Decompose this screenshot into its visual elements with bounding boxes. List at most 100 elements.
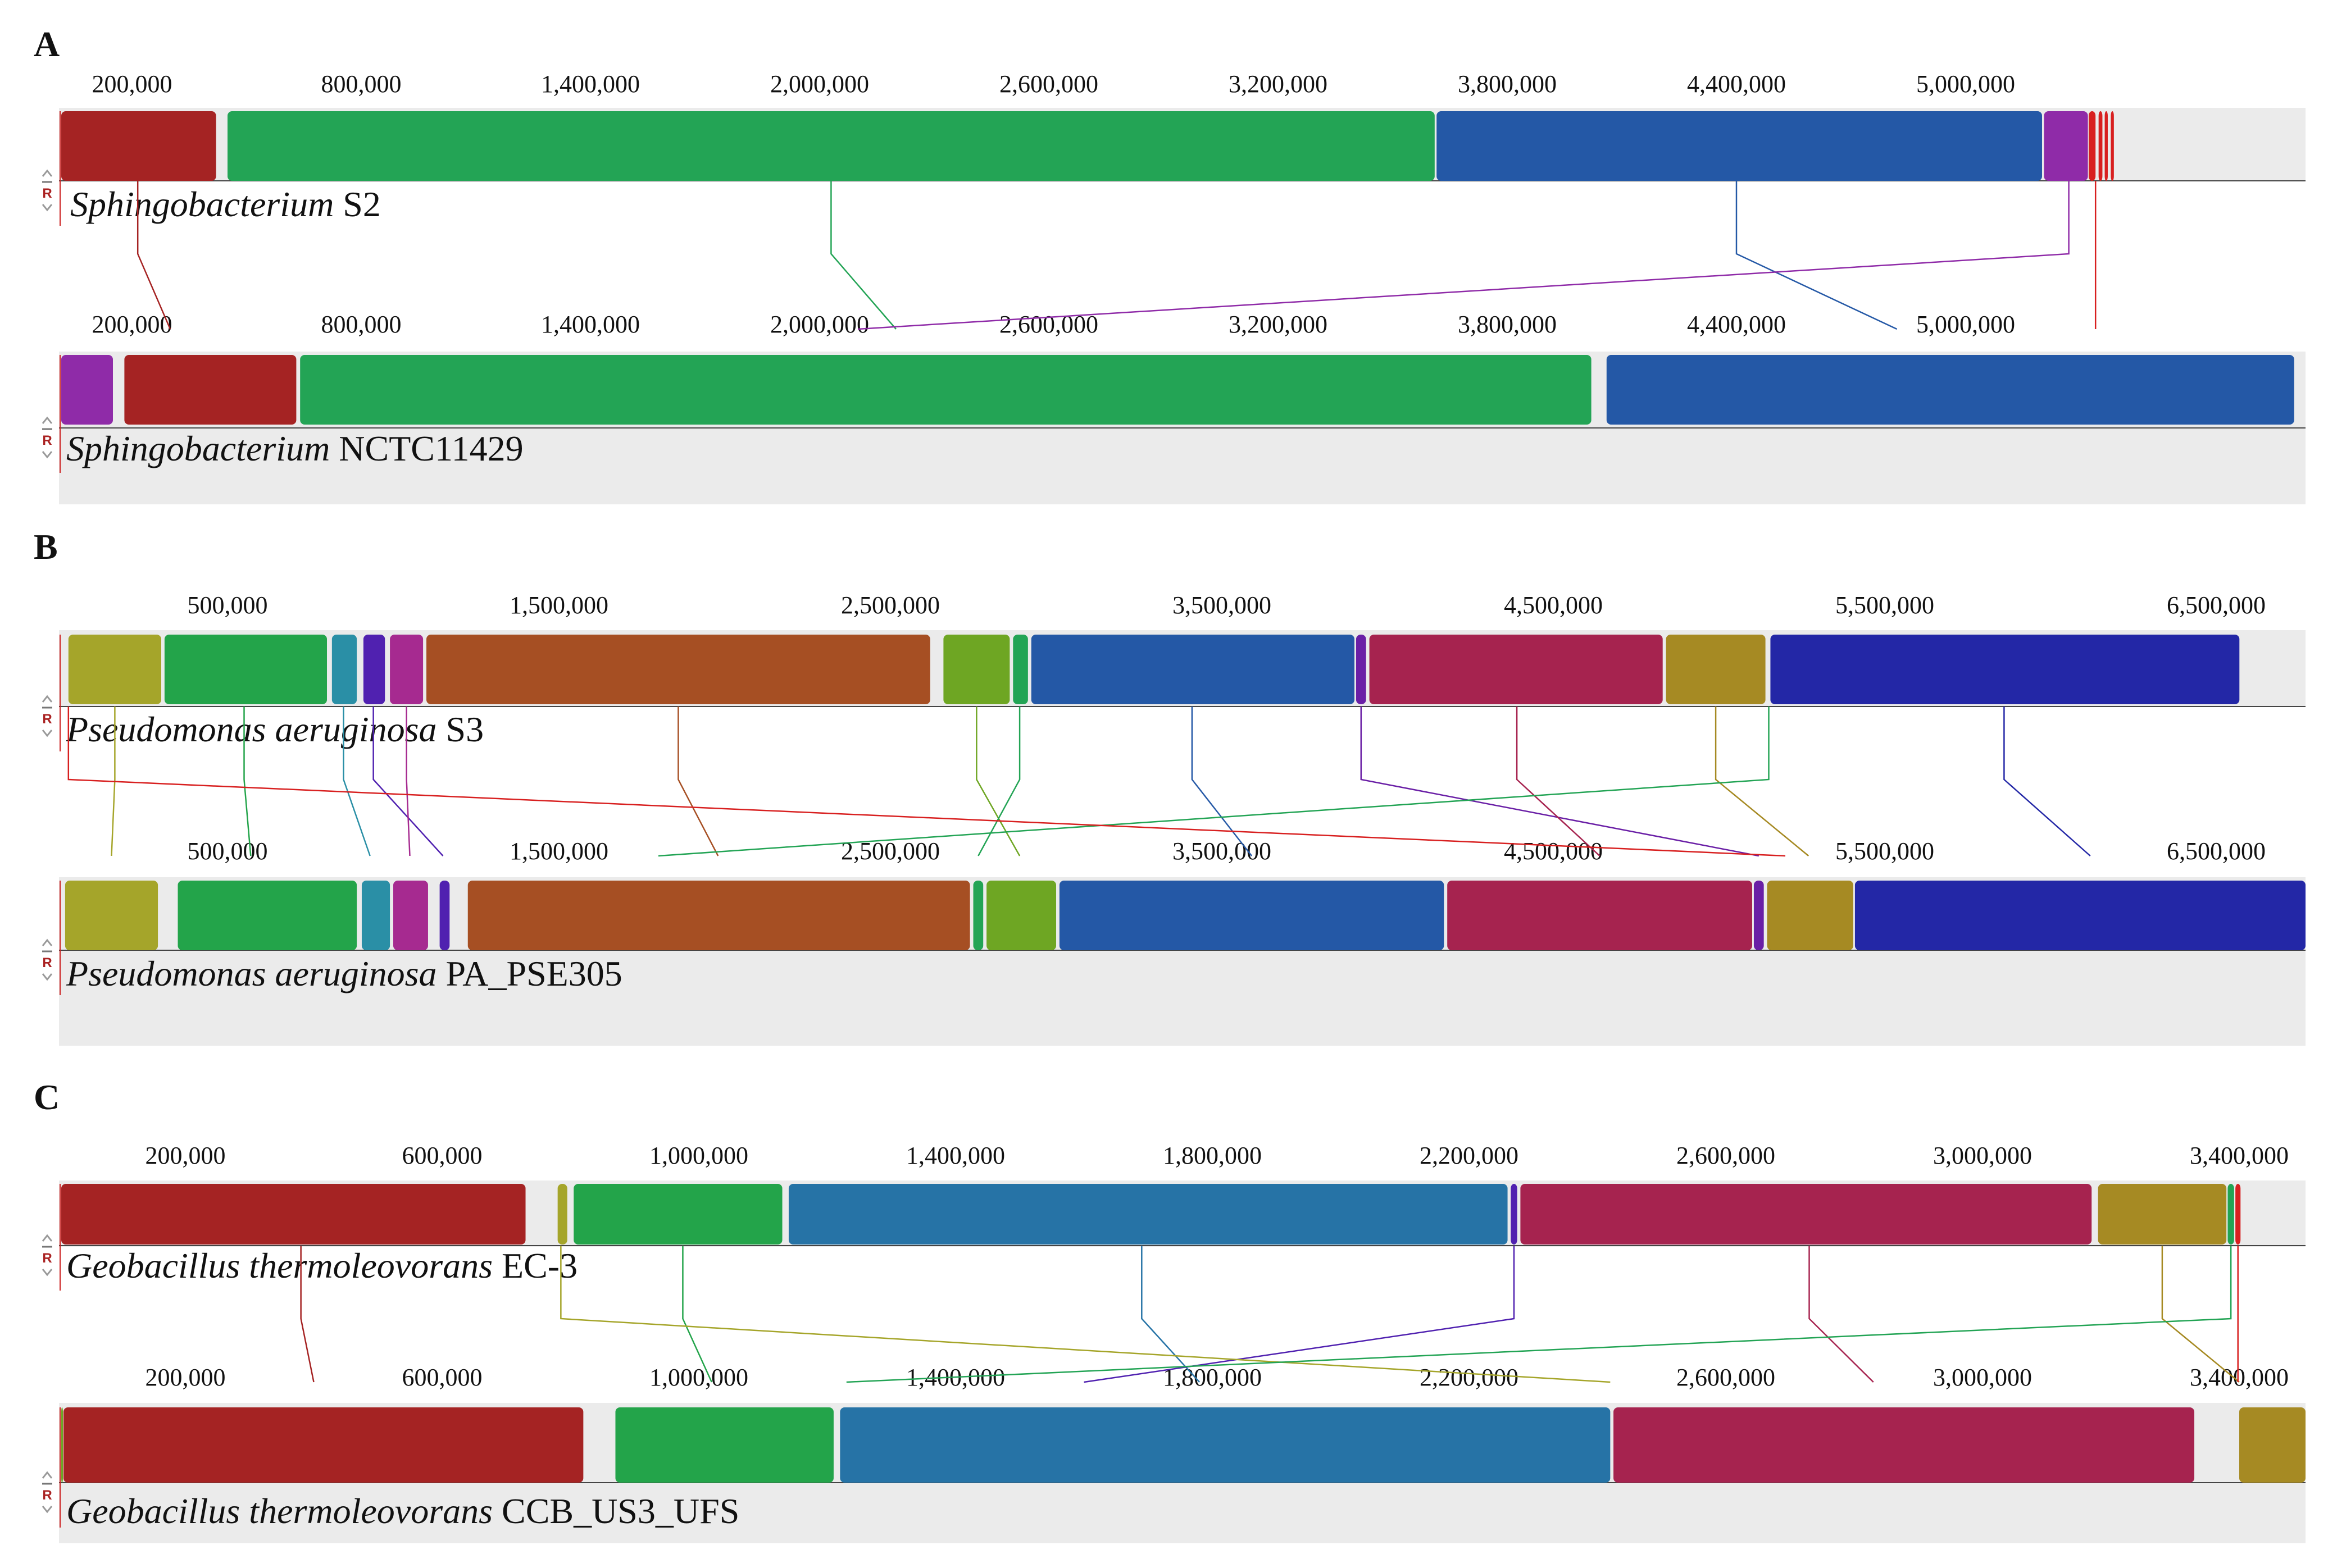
lcb-block[interactable]	[557, 1184, 567, 1245]
lcb-block[interactable]	[361, 881, 390, 950]
lcb-block[interactable]	[164, 635, 327, 704]
lcb-block[interactable]	[124, 355, 297, 425]
lcb-block[interactable]	[390, 635, 424, 704]
genome-label: Pseudomonas aeruginosa PA_PSE305	[66, 954, 622, 993]
lcb-block[interactable]	[1511, 1184, 1517, 1245]
genome-label: Geobacillus thermoleovorans EC-3	[66, 1246, 578, 1286]
scroll-up-icon[interactable]	[42, 1471, 53, 1479]
lcb-block[interactable]	[1013, 635, 1028, 704]
genome-track: 200,000 600,000 1,000,000 1,400,000 1,800,00…	[42, 1142, 2306, 1291]
homology-link	[2161, 1246, 2240, 1383]
lcb-block[interactable]	[1520, 1184, 2092, 1245]
lcb-block[interactable]	[1767, 881, 1853, 950]
lcb-block[interactable]	[1059, 881, 1444, 950]
homology-links	[137, 181, 2097, 330]
tick-label: 5,000,000	[1916, 311, 2015, 338]
homology-link	[1141, 1246, 1201, 1383]
tick-label: 4,500,000	[1504, 837, 1603, 865]
tick-label: 5,000,000	[1916, 70, 2015, 98]
lcb-block[interactable]	[986, 881, 1056, 950]
lcb-block[interactable]	[615, 1407, 834, 1483]
lcb-block[interactable]	[1031, 635, 1354, 704]
scroll-up-icon[interactable]	[42, 1234, 53, 1242]
reference-toggle-icon[interactable]: R	[42, 433, 52, 448]
lcb-block[interactable]	[393, 881, 428, 950]
scroll-down-icon[interactable]	[42, 730, 53, 737]
panel-b: B 500,000 1,500,000 2,500,000 3,500,000 4,500…	[34, 527, 2306, 1046]
lcb-block[interactable]	[63, 1407, 584, 1483]
tick-label: 1,000,000	[649, 1364, 748, 1391]
lcb-block[interactable]	[2098, 1184, 2227, 1245]
genome-label: Sphingobacterium NCTC11429	[66, 429, 524, 468]
lcb-block[interactable]	[61, 1407, 63, 1483]
homology-link	[111, 706, 116, 856]
scroll-down-icon[interactable]	[42, 204, 53, 212]
lcb-block[interactable]	[426, 635, 930, 704]
tick-label: 1,800,000	[1163, 1142, 1262, 1169]
scroll-down-icon[interactable]	[42, 1506, 53, 1514]
species-name: Pseudomonas aeruginosa	[66, 709, 437, 749]
lcb-block[interactable]	[2044, 111, 2088, 181]
lcb-block[interactable]	[61, 1184, 526, 1245]
tick-label: 3,800,000	[1458, 70, 1557, 98]
lcb-block[interactable]	[574, 1184, 783, 1245]
scroll-up-icon[interactable]	[42, 169, 53, 177]
reference-toggle-icon[interactable]: R	[42, 186, 52, 201]
lcb-block[interactable]	[363, 635, 385, 704]
homology-link	[1715, 706, 1809, 856]
scroll-up-icon[interactable]	[42, 695, 53, 703]
genome-label: Geobacillus thermoleovorans CCB_US3_UFS	[66, 1491, 739, 1531]
tick-label: 2,600,000	[1676, 1364, 1775, 1391]
lcb-block[interactable]	[61, 111, 216, 181]
lcb-block[interactable]	[68, 635, 161, 704]
lcb-block[interactable]	[2227, 1184, 2234, 1245]
lcb-block[interactable]	[1666, 635, 1766, 704]
lcb-block[interactable]	[1770, 635, 2240, 704]
strain-name: NCTC11429	[330, 429, 523, 468]
lcb-block[interactable]	[2098, 111, 2103, 181]
lcb-block[interactable]	[1753, 881, 1764, 950]
lcb-block[interactable]	[1613, 1407, 2195, 1483]
scroll-down-icon[interactable]	[42, 451, 53, 459]
scroll-up-icon[interactable]	[42, 416, 53, 424]
lcb-block[interactable]	[1436, 111, 2042, 181]
lcb-block[interactable]	[178, 881, 357, 950]
lcb-block[interactable]	[2088, 111, 2096, 181]
lcb-block[interactable]	[1606, 355, 2294, 425]
reference-toggle-icon[interactable]: R	[42, 712, 52, 727]
lcb-block[interactable]	[788, 1184, 1508, 1245]
lcb-block[interactable]	[467, 881, 970, 950]
species-name: Sphingobacterium	[70, 184, 334, 224]
lcb-block[interactable]	[61, 355, 113, 425]
lcb-block[interactable]	[943, 635, 1010, 704]
reference-toggle-icon[interactable]: R	[42, 1488, 52, 1503]
lcb-block[interactable]	[2104, 111, 2108, 181]
lcb-block[interactable]	[1447, 881, 1752, 950]
lcb-block[interactable]	[840, 1407, 1611, 1483]
lcb-block[interactable]	[2239, 1407, 2306, 1483]
lcb-block[interactable]	[228, 111, 1435, 181]
homology-link	[1191, 706, 1253, 856]
homology-links	[300, 1246, 2240, 1383]
reference-toggle-icon[interactable]: R	[42, 1251, 52, 1266]
scroll-down-icon[interactable]	[42, 1269, 53, 1277]
reference-toggle-icon[interactable]: R	[42, 955, 52, 970]
panel-letter: C	[34, 1077, 60, 1117]
tick-label: 2,500,000	[841, 837, 940, 865]
lcb-block[interactable]	[2111, 111, 2114, 181]
lcb-block[interactable]	[300, 355, 1592, 425]
lcb-block[interactable]	[973, 881, 984, 950]
lcb-block[interactable]	[1356, 635, 1366, 704]
scroll-down-icon[interactable]	[42, 973, 53, 981]
lcb-block[interactable]	[1369, 635, 1663, 704]
homology-link	[1735, 181, 1898, 330]
homology-links	[67, 706, 2091, 857]
homology-link	[372, 706, 444, 856]
lcb-block[interactable]	[331, 635, 357, 704]
lcb-block[interactable]	[439, 881, 450, 950]
lcb-block[interactable]	[2235, 1184, 2241, 1245]
lcb-block[interactable]	[1854, 881, 2306, 950]
lcb-block[interactable]	[65, 881, 158, 950]
homology-link	[846, 1246, 2232, 1383]
scroll-up-icon[interactable]	[42, 938, 53, 946]
